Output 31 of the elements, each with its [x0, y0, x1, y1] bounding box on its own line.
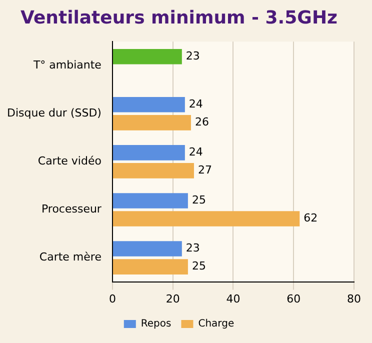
bar	[112, 48, 182, 64]
data-label: 25	[192, 194, 206, 207]
y-tick-label: Carte vidéo	[38, 154, 102, 168]
bar	[112, 145, 185, 160]
data-label: 26	[194, 116, 209, 129]
data-label: 24	[188, 146, 203, 159]
bar	[112, 211, 300, 226]
bar	[112, 259, 188, 274]
x-tick-label: 60	[286, 292, 301, 306]
data-label: 25	[192, 260, 206, 273]
x-tick-label: 80	[347, 292, 361, 306]
data-label: 23	[186, 242, 200, 255]
bar	[112, 193, 188, 208]
y-tick-label: Carte mère	[39, 250, 102, 264]
legend-label: Repos	[140, 318, 172, 330]
y-tick-label: Processeur	[41, 202, 102, 216]
data-label: 27	[198, 164, 212, 177]
x-tick-label: 40	[226, 292, 240, 306]
bar	[112, 241, 182, 256]
data-label: 24	[188, 98, 203, 111]
x-tick-label: 0	[108, 292, 116, 306]
bar	[112, 163, 194, 178]
x-tick-label: 20	[166, 292, 180, 306]
y-tick-label: T° ambiante	[32, 58, 102, 72]
legend-label: Charge	[198, 318, 234, 330]
data-label: 62	[304, 212, 318, 225]
y-tick-label: Disque dur (SSD)	[7, 106, 102, 120]
data-label: 23	[186, 49, 200, 62]
chart-title: Ventilateurs minimum - 3.5GHz	[20, 7, 338, 28]
bar	[112, 96, 185, 112]
bar	[112, 115, 191, 130]
